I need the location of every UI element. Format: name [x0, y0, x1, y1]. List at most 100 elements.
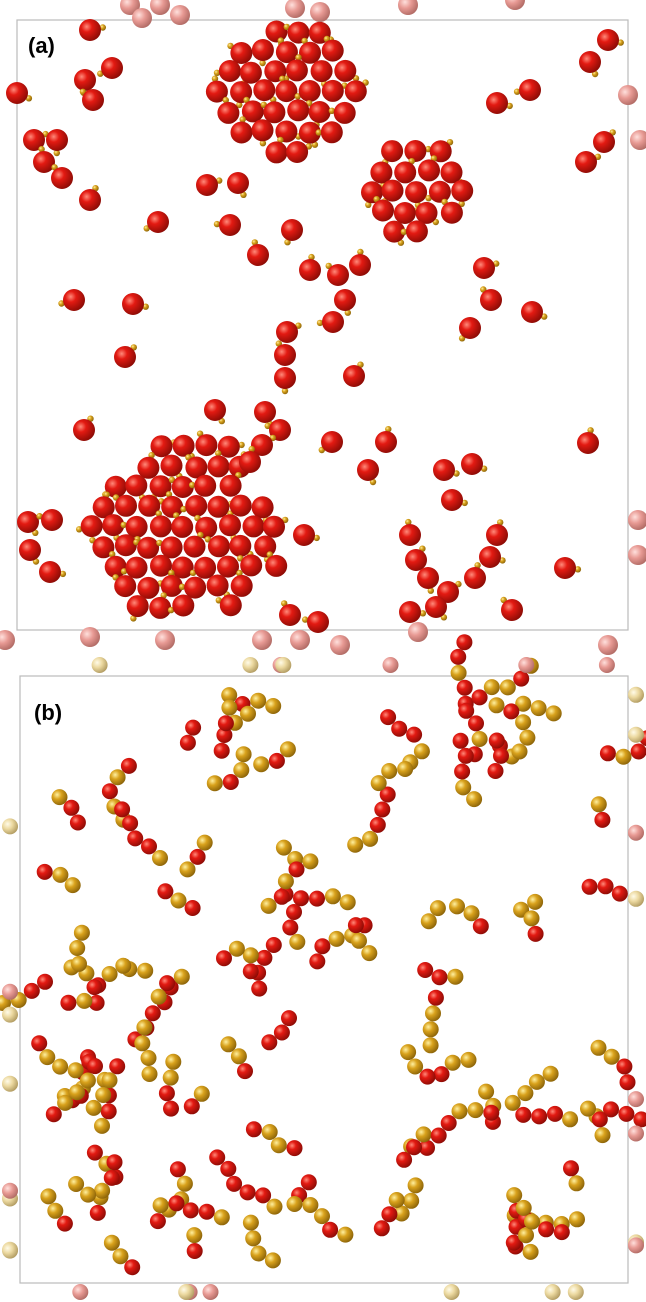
particle	[217, 435, 240, 458]
particle	[259, 59, 266, 67]
particle	[239, 61, 262, 84]
particle	[216, 727, 233, 743]
particle	[519, 79, 541, 101]
particle	[245, 1230, 262, 1247]
particle	[213, 1209, 230, 1226]
particle	[322, 311, 344, 333]
particle	[251, 39, 274, 61]
particle	[344, 309, 351, 316]
particle	[361, 945, 378, 962]
particle	[115, 957, 132, 974]
particle	[547, 1105, 563, 1122]
particle	[242, 657, 259, 673]
particle	[229, 534, 252, 557]
particle	[440, 201, 463, 224]
particle	[239, 451, 261, 473]
particle	[400, 1044, 417, 1061]
particle	[236, 101, 243, 109]
particle	[101, 783, 118, 800]
particle	[80, 515, 103, 538]
particle	[176, 1175, 193, 1192]
particle	[141, 1066, 158, 1082]
particle	[302, 616, 309, 623]
particle	[628, 890, 644, 907]
particle	[76, 526, 83, 533]
particle	[630, 743, 646, 760]
particle	[69, 814, 86, 831]
particle	[628, 824, 644, 841]
particle	[184, 576, 207, 599]
particle	[74, 69, 96, 91]
particle	[295, 54, 302, 61]
particle	[568, 1175, 585, 1192]
particle	[114, 534, 137, 557]
particle	[454, 763, 471, 780]
particle	[444, 1054, 461, 1071]
particle	[288, 861, 305, 878]
particle	[343, 365, 365, 387]
particle	[406, 726, 423, 743]
particle	[381, 140, 404, 163]
particle	[382, 657, 399, 673]
particle	[619, 1074, 636, 1091]
particle	[499, 679, 516, 696]
particle	[419, 1068, 436, 1085]
particle	[333, 101, 356, 124]
particle	[2, 1006, 18, 1023]
particle	[527, 893, 544, 910]
particle	[172, 434, 195, 457]
particle	[237, 1063, 253, 1080]
particle	[399, 601, 421, 623]
particle	[207, 495, 230, 518]
particle	[563, 1160, 579, 1177]
particle	[615, 748, 632, 765]
particle	[47, 1202, 64, 1219]
particle	[255, 1187, 272, 1204]
particle	[259, 140, 267, 147]
simulation-box	[19, 675, 629, 1284]
particle	[286, 1140, 303, 1157]
particle	[393, 202, 416, 224]
particle	[369, 816, 386, 833]
particle	[290, 630, 310, 650]
particle	[293, 524, 315, 546]
particle	[195, 434, 218, 457]
particle	[499, 557, 506, 564]
particle	[483, 679, 500, 696]
particle	[427, 587, 434, 594]
particle	[452, 732, 469, 749]
particle	[293, 890, 309, 907]
particle	[400, 228, 408, 235]
particle	[106, 1154, 123, 1171]
particle	[80, 1186, 97, 1203]
particle	[265, 141, 288, 164]
particle	[381, 1206, 398, 1223]
particle	[0, 630, 15, 650]
particle	[233, 762, 250, 778]
particle	[265, 698, 282, 714]
particle	[418, 159, 440, 182]
particle	[31, 1035, 48, 1052]
panel-a	[0, 0, 646, 655]
particle	[120, 568, 128, 575]
particle	[287, 99, 310, 122]
particle	[453, 470, 460, 477]
particle	[242, 947, 259, 964]
particle	[240, 705, 256, 722]
particle	[391, 720, 408, 737]
particle	[80, 627, 100, 647]
particle	[383, 220, 406, 243]
particle	[39, 1049, 56, 1066]
particle	[149, 1213, 166, 1230]
particle	[276, 321, 298, 343]
particle	[142, 303, 149, 310]
particle	[299, 259, 321, 281]
particle	[273, 888, 290, 905]
particle	[230, 42, 253, 64]
particle	[239, 116, 246, 123]
particle	[165, 1053, 182, 1070]
particle	[167, 606, 175, 614]
particle	[347, 836, 364, 853]
particle	[150, 435, 173, 458]
particle	[149, 515, 172, 538]
